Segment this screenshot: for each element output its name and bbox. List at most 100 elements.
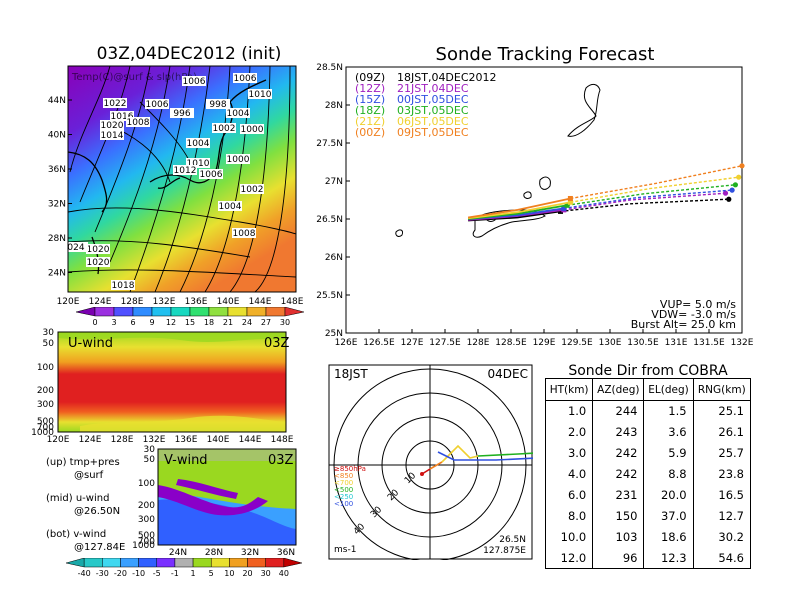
track-lat-tick: 27N [325,177,343,187]
cobra-cell: 37.0 [643,505,694,527]
map-lat-tick: 44N [48,96,66,106]
track-legend-code: (09Z) [355,71,385,84]
map-legend-label: Temp(C)@surf & slp(hPa) [71,72,197,83]
vwind-x-tick: 24N [169,548,187,558]
panel-notes: (up) tmp+pres @surf (mid) u-wind @26.50N… [46,456,156,554]
uwind-x-tick: 132E [143,435,166,445]
contour-label: 1008 [127,118,150,128]
temp-colorbar-segment [75,307,96,317]
cobra-row: 10.0 103 18.6 30.2 [544,526,752,548]
cobra-cell: 12.0 [544,547,594,569]
uwind-title: U-wind [68,336,113,351]
polar-date: 04DEC [488,367,528,381]
track-lon-tick: 132E [731,338,754,348]
uwind-y-tick: 30 [43,328,55,338]
track-descent-line [560,198,729,213]
track-legend-label: 09JST,05DEC [397,126,469,139]
small-island-c [395,229,403,237]
map-lon-tick: 132E [153,297,176,307]
contour-label: 1006 [183,77,206,87]
amami-island [567,83,601,137]
temp-colorbar-segment [265,307,286,317]
track-lon-tick: 129E [533,338,556,348]
track-descent-line [570,165,743,200]
landing-point [722,190,729,196]
temp-colorbar-segment [170,307,191,317]
vwind-x-tick: 32N [241,548,259,558]
map-lat-tick: 32N [48,200,66,210]
wind-colorbar-segment [138,558,158,568]
contour-label: 024 [67,243,84,253]
temp-colorbar-tick: 6 [130,318,135,327]
uwind-x-tick: 140E [207,435,230,445]
cobra-cell: 25.7 [692,442,752,464]
vwind-y-tick: 300 [138,515,155,525]
cobra-cell: 96 [592,547,645,569]
track-legend-label: 06JST,05DEC [397,115,469,128]
contour-label: 1006 [200,170,223,180]
wind-colorbar-tick: -40 [78,569,91,578]
polar-panel: 18JST 04DEC ≥850hPa<850<700<500<250<100 … [328,364,533,560]
wind-colorbar-segment [156,558,176,568]
temp-colorbar-segment [94,307,115,317]
cobra-cell: 150 [592,505,645,527]
track-descent-line [566,184,736,206]
temp-colorbar-tick: 9 [149,318,154,327]
cobra-row: 1.0 244 1.5 25.1 [544,400,752,422]
wind-colorbar-segment [65,558,85,568]
map-lon-tick: 148E [281,297,304,307]
landing-point [739,163,745,169]
cobra-row: 12.0 96 12.3 54.6 [544,547,752,569]
uwind-y-tick: 100 [37,363,54,373]
track-legend-label: 21JST,04DEC [397,82,469,95]
pressure-legend-item: <500 [334,486,353,494]
cobra-cell: 30.2 [692,526,752,548]
contour-label: 1022 [104,99,127,109]
header-rng: RNG(km) [692,378,752,401]
wind-colorbar-tick: 30 [261,569,271,578]
track-lon-tick: 131.5E [693,338,725,348]
temp-colorbar-segment [227,307,248,317]
uwind-x-tick: 144E [239,435,262,445]
hodograph-above-100 [437,451,533,461]
track-descent-line [570,176,739,203]
wind-colorbar-tick: 5 [209,569,214,578]
cobra-cell: 243 [592,421,645,443]
contour-label: 1000 [241,125,264,135]
track-lon-tick: 129.5E [561,338,593,348]
contour-label: 1002 [213,124,236,134]
map-lon-tick: 144E [249,297,272,307]
contour-label: 1020 [87,258,110,268]
contour-label: 1006 [146,100,169,110]
cobra-row: 4.0 242 8.8 23.8 [544,463,752,485]
vwind-y-tick: 1000 [132,541,155,551]
map-lat-tick: 40N [48,131,66,141]
temp-colorbar-tick: 12 [166,318,176,327]
wind-colorbar-segment [83,558,103,568]
track-legend-code: (00Z) [355,126,385,139]
track-lat-tick: 26.5N [316,215,343,225]
track-title: Sonde Tracking Forecast [435,44,655,65]
track-descent-line [563,192,726,211]
hodograph-500-250 [477,452,533,457]
map-lat-tick: 24N [48,269,66,279]
wind-colorbar-tick: -5 [153,569,161,578]
note-bot: (bot) v-wind @127.84E [46,529,126,553]
cobra-table: HT(km) AZ(deg) EL(deg) RNG(km) 1.0 244 1.5… [544,378,752,569]
uwind-x-tick: 136E [175,435,198,445]
pressure-legend-item: <100 [334,500,353,508]
track-lon-tick: 127.5E [429,338,461,348]
contour-label: 1018 [112,281,135,291]
wind-colorbar-segment [229,558,248,568]
map-lon-tick: 128E [121,297,144,307]
temp-colorbar-segment [189,307,210,317]
hodograph-850-700 [429,461,443,470]
wind-colorbar-tick: 10 [224,569,234,578]
wind-colorbar-segment [210,558,230,568]
track-ascent-line [468,204,568,220]
cobra-cell: 8.8 [643,463,694,485]
contour-label: 1004 [219,202,242,212]
map-lon-tick: 124E [89,297,112,307]
note-mid: (mid) u-wind @26.50N [46,493,121,517]
cobra-cell: 16.5 [692,484,752,506]
